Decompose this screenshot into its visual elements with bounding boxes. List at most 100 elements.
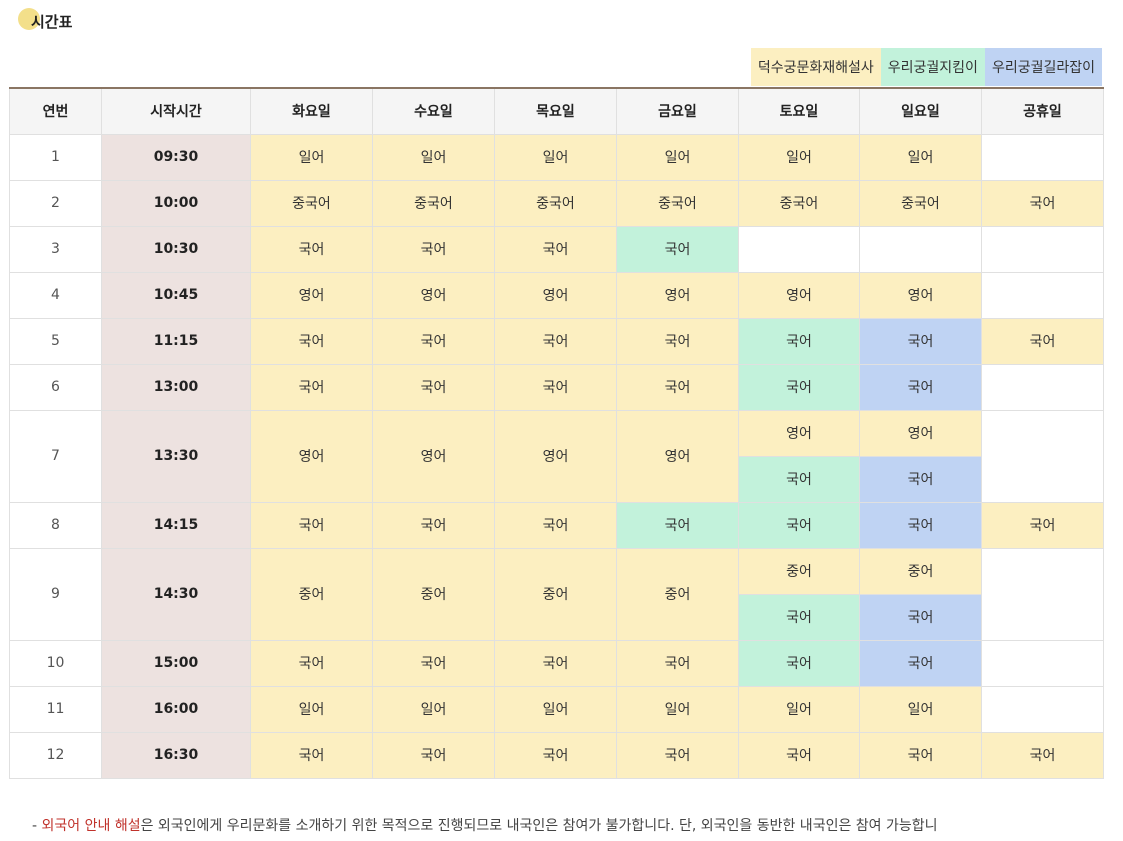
schedule-cell-empty xyxy=(981,225,1104,273)
schedule-cell: 국어 xyxy=(372,225,495,273)
schedule-cell: 국어 xyxy=(859,593,982,641)
schedule-cell: 영어 xyxy=(494,271,617,319)
row-number: 11 xyxy=(9,685,102,733)
start-time: 10:30 xyxy=(101,225,251,273)
schedule-cell: 국어 xyxy=(372,731,495,779)
row-number: 7 xyxy=(9,409,102,503)
table-row: 2 10:00 중국어 중국어 중국어 중국어 중국어 중국어 국어 xyxy=(9,179,1104,227)
row-number: 9 xyxy=(9,547,102,641)
schedule-cell: 국어 xyxy=(616,639,739,687)
schedule-cell: 중국어 xyxy=(738,179,860,227)
start-time: 13:30 xyxy=(101,409,251,503)
schedule-cell: 국어 xyxy=(738,639,860,687)
schedule-cell: 국어 xyxy=(859,363,982,411)
start-time: 09:30 xyxy=(101,133,251,181)
schedule-cell: 일어 xyxy=(859,133,982,181)
schedule-cell-empty xyxy=(738,225,860,273)
schedule-cell: 영어 xyxy=(738,409,860,457)
row-number: 3 xyxy=(9,225,102,273)
header-cell: 연번 xyxy=(9,87,102,135)
header-cell: 목요일 xyxy=(494,87,617,135)
table-row: 5 11:15 국어 국어 국어 국어 국어 국어 국어 xyxy=(9,317,1104,365)
schedule-cell: 중어 xyxy=(738,547,860,595)
start-time: 11:15 xyxy=(101,317,251,365)
schedule-cell: 영어 xyxy=(372,271,495,319)
table-row: 4 10:45 영어 영어 영어 영어 영어 영어 xyxy=(9,271,1104,319)
schedule-cell: 중어 xyxy=(250,547,373,641)
legend-item-palace-guide: 우리궁궐길라잡이 xyxy=(984,48,1102,86)
header-cell: 시작시간 xyxy=(101,87,251,135)
schedule-cell: 국어 xyxy=(859,639,982,687)
schedule-cell: 국어 xyxy=(372,639,495,687)
table-row: 8 14:15 국어 국어 국어 국어 국어 국어 국어 xyxy=(9,501,1104,549)
schedule-cell: 중국어 xyxy=(494,179,617,227)
schedule-cell: 국어 xyxy=(250,731,373,779)
schedule-cell: 중어 xyxy=(494,547,617,641)
header-cell: 일요일 xyxy=(859,87,982,135)
schedule-cell: 국어 xyxy=(738,593,860,641)
schedule-cell: 중국어 xyxy=(616,179,739,227)
row-number: 5 xyxy=(9,317,102,365)
schedule-cell: 영어 xyxy=(494,409,617,503)
start-time: 13:00 xyxy=(101,363,251,411)
schedule-cell: 국어 xyxy=(738,731,860,779)
schedule-cell: 중어 xyxy=(616,547,739,641)
legend-item-cultural-interpreter: 덕수궁문화재해설사 xyxy=(750,48,881,86)
schedule-cell-empty xyxy=(981,363,1104,411)
schedule-cell: 국어 xyxy=(981,179,1104,227)
start-time: 14:15 xyxy=(101,501,251,549)
schedule-cell: 국어 xyxy=(738,501,860,549)
schedule-cell: 국어 xyxy=(250,639,373,687)
schedule-cell: 영어 xyxy=(616,271,739,319)
schedule-cell: 일어 xyxy=(738,685,860,733)
schedule-cell-empty xyxy=(859,225,982,273)
table-row: 1 09:30 일어 일어 일어 일어 일어 일어 xyxy=(9,133,1104,181)
schedule-cell-empty xyxy=(981,133,1104,181)
start-time: 16:30 xyxy=(101,731,251,779)
schedule-cell: 일어 xyxy=(250,685,373,733)
schedule-cell: 일어 xyxy=(372,685,495,733)
schedule-cell: 국어 xyxy=(250,225,373,273)
start-time: 10:00 xyxy=(101,179,251,227)
row-number: 6 xyxy=(9,363,102,411)
schedule-cell: 일어 xyxy=(738,133,860,181)
table-row-sub: 국어 국어 xyxy=(10,455,1104,503)
schedule-cell: 국어 xyxy=(981,731,1104,779)
schedule-cell: 국어 xyxy=(250,317,373,365)
table-row: 7 13:30 영어 영어 영어 영어 영어 영어 xyxy=(9,409,1104,503)
start-time: 10:45 xyxy=(101,271,251,319)
schedule-cell: 일어 xyxy=(494,685,617,733)
schedule-cell: 국어 xyxy=(616,731,739,779)
schedule-cell: 국어 xyxy=(494,639,617,687)
header-cell: 공휴일 xyxy=(981,87,1104,135)
schedule-cell-empty xyxy=(981,271,1104,319)
table-row: 10 15:00 국어 국어 국어 국어 국어 국어 xyxy=(9,639,1104,687)
notice-body: 은 외국인에게 우리문화를 소개하기 위한 목적으로 진행되므로 내국인은 참여… xyxy=(140,818,938,834)
schedule-cell: 국어 xyxy=(859,455,982,503)
schedule-cell: 국어 xyxy=(494,501,617,549)
schedule-cell: 국어 xyxy=(250,501,373,549)
start-time: 15:00 xyxy=(101,639,251,687)
schedule-cell: 영어 xyxy=(738,271,860,319)
schedule-cell: 일어 xyxy=(250,133,373,181)
schedule-cell: 국어 xyxy=(859,501,982,549)
schedule-cell: 국어 xyxy=(494,225,617,273)
schedule-cell: 국어 xyxy=(738,317,860,365)
table-row: 9 14:30 중어 중어 중어 중어 중어 중어 xyxy=(9,547,1104,641)
header-cell: 금요일 xyxy=(616,87,739,135)
schedule-cell: 영어 xyxy=(859,271,982,319)
schedule-cell: 국어 xyxy=(494,731,617,779)
table-row-sub: 국어 국어 xyxy=(10,593,1104,641)
page-title: 시간표 xyxy=(31,13,73,31)
schedule-cell: 일어 xyxy=(494,133,617,181)
schedule-cell-empty xyxy=(981,685,1104,733)
header-cell: 토요일 xyxy=(738,87,860,135)
table-row: 11 16:00 일어 일어 일어 일어 일어 일어 xyxy=(9,685,1104,733)
schedule-cell: 국어 xyxy=(494,317,617,365)
table-row: 3 10:30 국어 국어 국어 국어 xyxy=(9,225,1104,273)
schedule-cell: 국어 xyxy=(859,731,982,779)
title-bullet-icon xyxy=(18,8,40,30)
schedule-cell: 국어 xyxy=(981,501,1104,549)
schedule-cell: 일어 xyxy=(616,133,739,181)
schedule-cell: 국어 xyxy=(250,363,373,411)
